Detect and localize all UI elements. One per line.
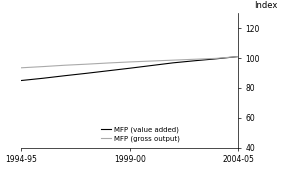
MFP (gross output): [20, 67, 23, 69]
MFP (value added): [193, 60, 196, 62]
MFP (value added): [20, 79, 23, 81]
MFP (value added): [150, 64, 153, 66]
Line: MFP (gross output): MFP (gross output): [22, 57, 238, 68]
MFP (gross output): [171, 59, 175, 61]
MFP (gross output): [193, 58, 196, 60]
Line: MFP (value added): MFP (value added): [22, 57, 238, 80]
MFP (gross output): [150, 60, 153, 62]
MFP (gross output): [41, 66, 45, 68]
MFP (value added): [215, 58, 218, 60]
MFP (value added): [41, 77, 45, 79]
MFP (value added): [85, 72, 88, 74]
Y-axis label: Index: Index: [254, 2, 277, 11]
MFP (gross output): [215, 57, 218, 59]
MFP (value added): [236, 56, 240, 58]
MFP (gross output): [128, 61, 132, 63]
MFP (gross output): [63, 64, 67, 66]
MFP (value added): [106, 70, 110, 72]
MFP (value added): [63, 75, 67, 77]
Legend: MFP (value added), MFP (gross output): MFP (value added), MFP (gross output): [98, 124, 183, 144]
MFP (gross output): [106, 62, 110, 64]
MFP (gross output): [236, 56, 240, 58]
MFP (value added): [128, 67, 132, 69]
MFP (gross output): [85, 63, 88, 65]
MFP (value added): [171, 62, 175, 64]
